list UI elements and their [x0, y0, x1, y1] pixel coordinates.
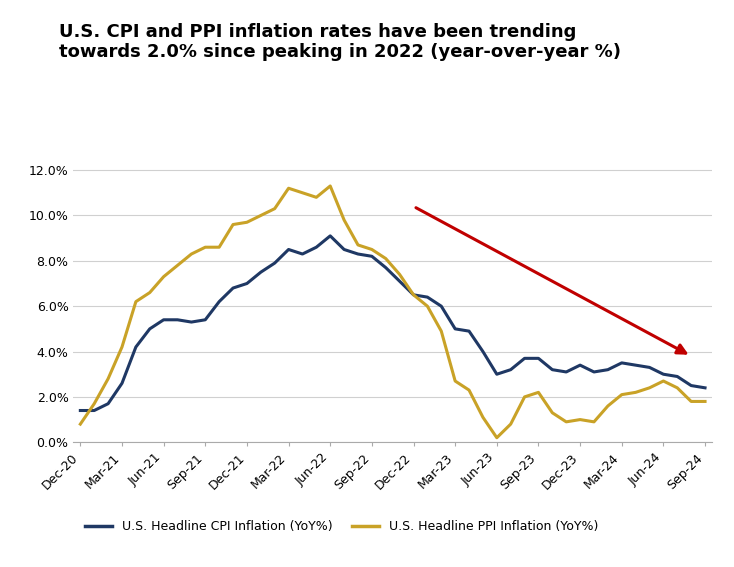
Legend: U.S. Headline CPI Inflation (YoY%), U.S. Headline PPI Inflation (YoY%): U.S. Headline CPI Inflation (YoY%), U.S.… [80, 515, 603, 538]
Text: U.S. CPI and PPI inflation rates have been trending
towards 2.0% since peaking i: U.S. CPI and PPI inflation rates have be… [59, 23, 621, 61]
